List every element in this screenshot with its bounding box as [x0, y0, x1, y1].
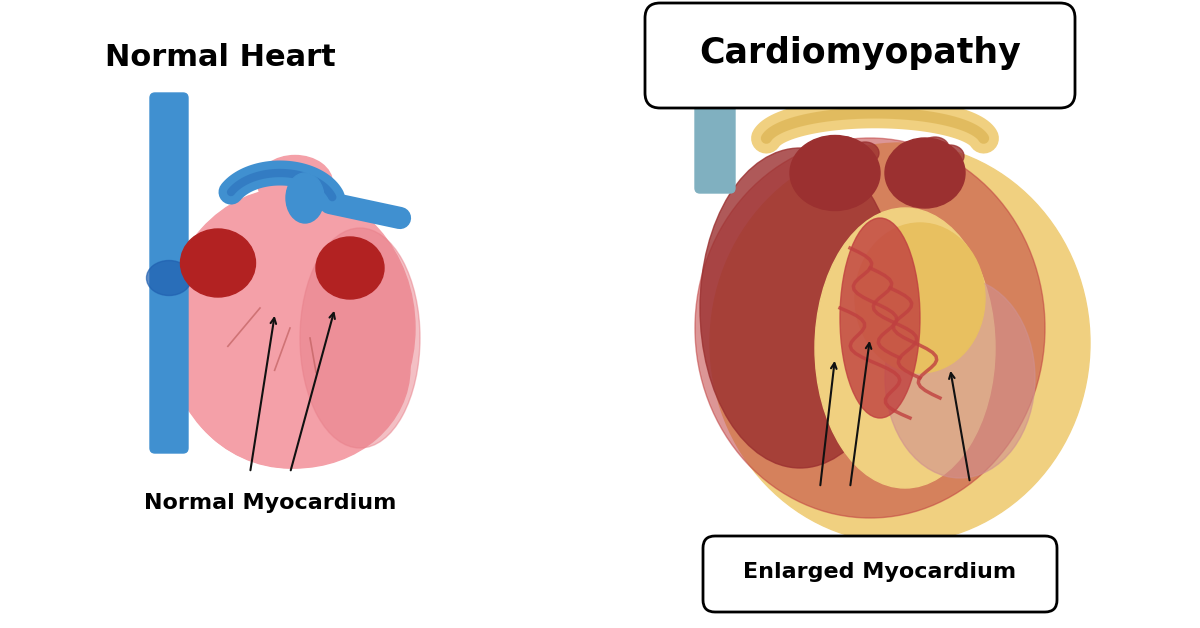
Ellipse shape — [936, 145, 964, 167]
Ellipse shape — [832, 137, 859, 159]
Ellipse shape — [886, 278, 1034, 478]
Ellipse shape — [166, 188, 415, 468]
Ellipse shape — [710, 143, 1090, 543]
Ellipse shape — [258, 156, 332, 210]
Ellipse shape — [886, 138, 965, 208]
Ellipse shape — [854, 223, 985, 373]
Ellipse shape — [806, 142, 834, 164]
Ellipse shape — [790, 136, 880, 210]
Ellipse shape — [851, 142, 878, 164]
FancyBboxPatch shape — [150, 93, 188, 453]
Text: Cardiomyopathy: Cardiomyopathy — [700, 36, 1021, 70]
Ellipse shape — [700, 148, 900, 468]
Ellipse shape — [316, 237, 384, 299]
Ellipse shape — [180, 268, 410, 468]
Text: Normal Heart: Normal Heart — [104, 43, 335, 72]
Ellipse shape — [286, 173, 324, 223]
FancyBboxPatch shape — [646, 3, 1075, 108]
FancyBboxPatch shape — [703, 536, 1057, 612]
Text: Enlarged Myocardium: Enlarged Myocardium — [744, 562, 1016, 582]
Ellipse shape — [180, 229, 256, 297]
Ellipse shape — [815, 208, 995, 488]
Ellipse shape — [300, 228, 420, 448]
Ellipse shape — [840, 218, 920, 418]
Ellipse shape — [146, 261, 192, 296]
Text: Normal Myocardium: Normal Myocardium — [144, 493, 396, 513]
Ellipse shape — [922, 137, 949, 159]
FancyBboxPatch shape — [695, 83, 734, 193]
Ellipse shape — [896, 142, 924, 164]
Ellipse shape — [695, 138, 1045, 518]
